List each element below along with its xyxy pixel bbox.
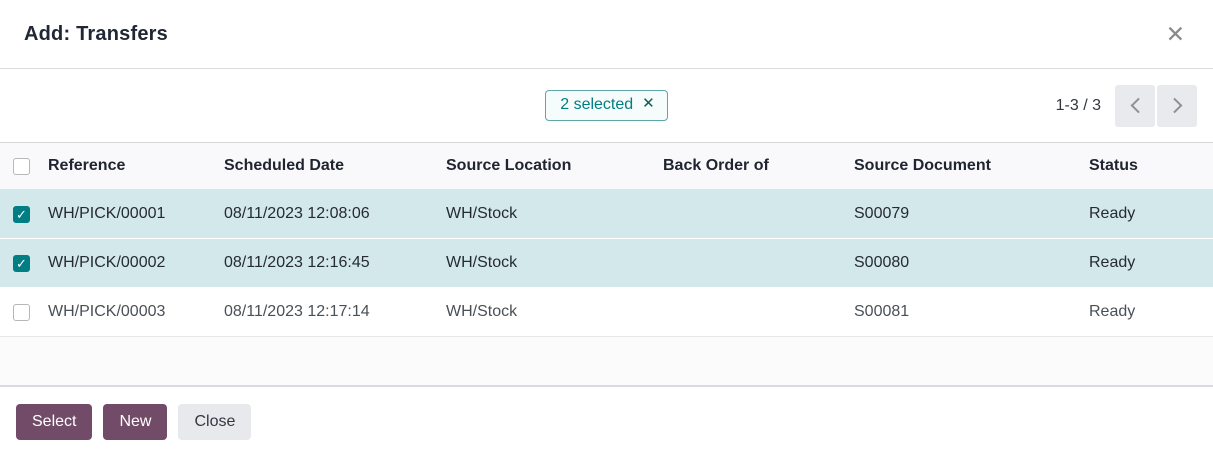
column-header-status[interactable]: Status [1081,142,1213,190]
dialog-footer: Select New Close [0,387,1213,457]
cell-source-document: S00081 [846,287,1081,337]
cell-status: Ready [1081,189,1213,239]
chevron-left-icon [1130,97,1146,114]
close-button[interactable]: Close [178,404,252,440]
cell-scheduled-date: 08/11/2023 12:16:45 [216,238,438,288]
cell-status: Ready [1081,238,1213,288]
transfers-table: Reference Scheduled Date Source Location… [0,142,1213,337]
column-header-back-order-of[interactable]: Back Order of [655,142,846,190]
table-row[interactable]: ✓ WH/PICK/00001 08/11/2023 12:08:06 WH/S… [0,189,1213,239]
cell-scheduled-date: 08/11/2023 12:08:06 [216,189,438,239]
column-header-source-location[interactable]: Source Location [438,142,655,190]
check-icon: ✓ [16,206,27,222]
close-icon[interactable]: ✕ [1162,19,1189,50]
pager: 1-3 / 3 [1055,84,1197,127]
dialog-title: Add: Transfers [24,22,168,45]
cell-reference: WH/PICK/00001 [40,189,216,239]
cell-source-document: S00080 [846,238,1081,288]
row-checkbox[interactable]: ✓ [13,205,30,223]
column-header-reference[interactable]: Reference [40,142,216,190]
chevron-right-icon [1166,97,1182,114]
cell-back-order-of [655,189,846,239]
cell-source-document: S00079 [846,189,1081,239]
row-checkbox[interactable]: ✓ [13,254,30,272]
table-header-row: Reference Scheduled Date Source Location… [0,142,1213,190]
cell-source-location: WH/Stock [438,287,655,337]
select-all-checkbox[interactable] [13,157,30,175]
selection-chip[interactable]: 2 selected ✕ [545,90,668,121]
table-row[interactable]: ✓ WH/PICK/00002 08/11/2023 12:16:45 WH/S… [0,238,1213,288]
cell-source-location: WH/Stock [438,189,655,239]
select-button[interactable]: Select [16,404,93,440]
pager-buttons [1115,84,1197,127]
cell-status: Ready [1081,287,1213,337]
pager-previous-button[interactable] [1115,84,1155,127]
cell-source-location: WH/Stock [438,238,655,288]
pager-range[interactable]: 1-3 / 3 [1055,96,1101,114]
cell-reference: WH/PICK/00002 [40,238,216,288]
pager-next-button[interactable] [1157,84,1197,127]
selection-chip-label: 2 selected [560,96,634,113]
table-filler [0,337,1213,387]
column-header-scheduled-date[interactable]: Scheduled Date [216,142,438,190]
remove-selection-icon[interactable]: ✕ [642,94,655,112]
cell-reference: WH/PICK/00003 [40,287,216,337]
control-row: 2 selected ✕ 1-3 / 3 [0,69,1213,142]
row-checkbox[interactable] [13,303,30,321]
select-all-cell [0,142,40,190]
table-row[interactable]: WH/PICK/00003 08/11/2023 12:17:14 WH/Sto… [0,287,1213,337]
check-icon: ✓ [16,255,27,271]
dialog-header: Add: Transfers ✕ [0,0,1213,69]
cell-scheduled-date: 08/11/2023 12:17:14 [216,287,438,337]
cell-back-order-of [655,238,846,288]
cell-back-order-of [655,287,846,337]
column-header-source-document[interactable]: Source Document [846,142,1081,190]
new-button[interactable]: New [103,404,168,440]
